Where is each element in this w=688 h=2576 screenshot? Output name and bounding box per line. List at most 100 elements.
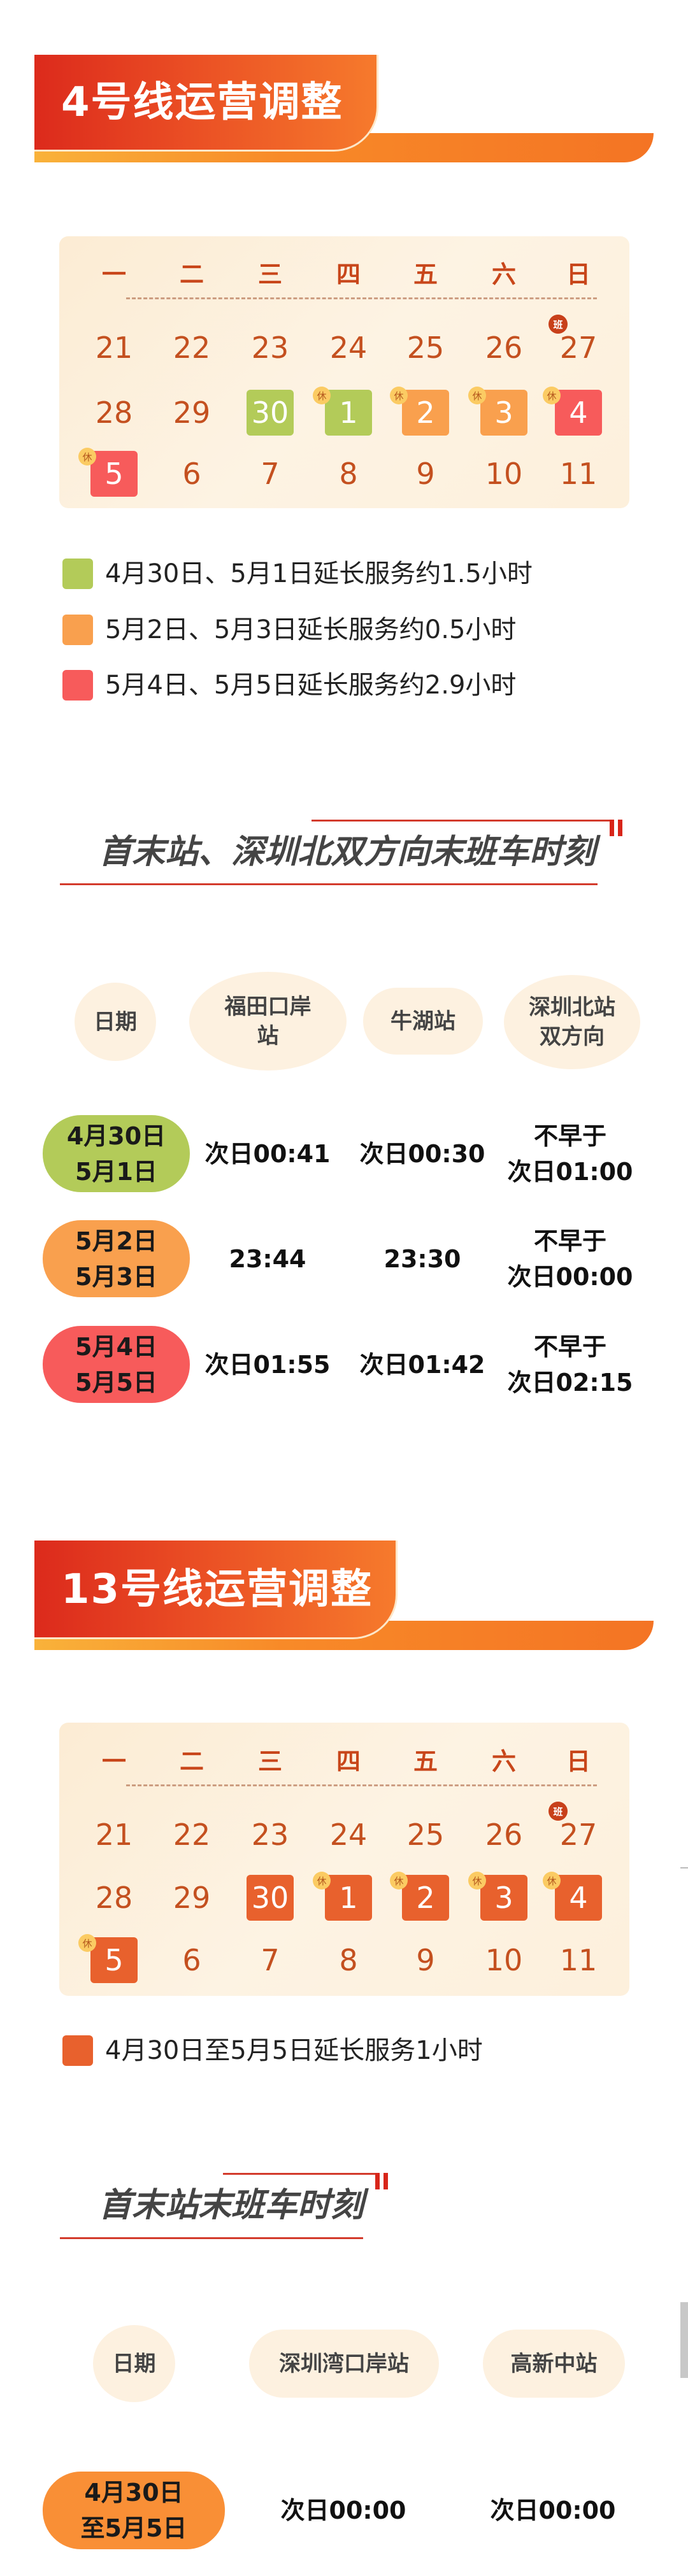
- date-pill: 5月4日 5月5日: [43, 1326, 190, 1403]
- legend-swatch: [62, 559, 93, 589]
- calendar-day: 10: [485, 1943, 523, 1977]
- table-cell: 不早于次日01:00: [494, 1118, 647, 1190]
- line4-calendar: [59, 236, 629, 508]
- column-header: 深圳北站 双方向: [504, 975, 640, 1069]
- calendar-day: 9: [416, 1943, 435, 1977]
- calendar-day: 1: [325, 390, 372, 436]
- calendar-day: 21: [95, 1818, 133, 1852]
- calendar-day: 29: [173, 1881, 211, 1915]
- line13-title: 13号线运营调整: [61, 1566, 373, 1613]
- table-cell: 23:44: [191, 1241, 344, 1277]
- rest-day-badge: 休: [313, 387, 331, 404]
- cell-line: 23:30: [383, 1244, 461, 1273]
- calendar-day: 23: [251, 331, 289, 365]
- weekday-label: 一: [101, 260, 126, 288]
- rest-day-badge: 休: [543, 1872, 561, 1889]
- calendar-day: 26: [485, 331, 523, 365]
- calendar-day: 7: [261, 457, 280, 491]
- column-header-label: 福田口岸站: [225, 992, 312, 1051]
- table-cell: 23:30: [346, 1241, 499, 1277]
- date-line: 5月2日: [75, 1227, 157, 1255]
- table-cell: 次日00:30: [346, 1136, 499, 1172]
- calendar-day: 3: [480, 1875, 527, 1921]
- calendar-day: 9: [416, 457, 435, 491]
- date-line: 5月4日: [75, 1332, 157, 1361]
- line13-banner: [34, 1541, 398, 1639]
- cell-line: 不早于: [533, 1227, 606, 1255]
- scrollbar-thumb[interactable]: [680, 2302, 688, 2378]
- calendar-day: 7: [261, 1943, 280, 1977]
- section-title-top-line: [223, 2173, 380, 2175]
- legend-swatch: [62, 2035, 93, 2066]
- date-pill: 4月30日至5月5日: [43, 2472, 225, 2549]
- date-line: 4月30日: [66, 1121, 166, 1150]
- table-cell: 次日00:41: [191, 1136, 344, 1172]
- calendar-day: 3: [480, 390, 527, 436]
- section-title-accent: [618, 820, 622, 836]
- weekday-label: 六: [491, 260, 516, 288]
- header-line: 日期: [112, 2351, 156, 2377]
- weekday-label: 四: [336, 260, 361, 288]
- weekday-label: 三: [257, 260, 282, 288]
- table-cell: 次日00:00: [267, 2493, 420, 2528]
- header-line: 深圳北站: [529, 995, 615, 1020]
- section-title-bottom-line: [60, 883, 598, 885]
- column-header: 高新中站: [483, 2330, 625, 2398]
- cell-line: 次日01:55: [204, 1350, 331, 1379]
- line4-section-title: 首末站、深圳北双方向末班车时刻: [99, 833, 596, 871]
- table-cell: 不早于 次日00:00: [494, 1223, 647, 1295]
- column-header-label: 高新中站: [511, 2349, 598, 2379]
- line4-title: 4号线运营调整: [61, 79, 343, 126]
- calendar-day: 22: [173, 1818, 211, 1852]
- rest-day-badge: 休: [543, 387, 561, 404]
- legend-text: 5月2日、5月3日延长服务约0.5小时: [105, 615, 517, 644]
- cell-line: 23:44: [229, 1244, 306, 1273]
- weekday-divider: [126, 1784, 597, 1786]
- column-header-label: 日期: [113, 2349, 156, 2379]
- header-line: 站: [257, 1023, 279, 1049]
- column-header: 深圳湾口岸站: [249, 2330, 439, 2398]
- calendar-day: 25: [406, 331, 445, 365]
- cell-line: 次日02:15: [507, 1368, 633, 1397]
- weekday-label: 日: [566, 1747, 591, 1775]
- header-line: 深圳湾口岸站: [279, 2351, 409, 2377]
- date-pill: 5月2日 5月3日: [43, 1220, 190, 1297]
- date-line: 至5月5日: [80, 2514, 187, 2542]
- section-title-accent: [375, 2173, 380, 2189]
- calendar-day: 2: [402, 390, 449, 436]
- section-title-accent: [610, 820, 614, 836]
- calendar-day: 8: [339, 457, 358, 491]
- calendar-day: 30: [247, 390, 294, 436]
- cell-line: 次日00:41: [204, 1139, 331, 1168]
- cell-line: 不早于: [533, 1121, 606, 1150]
- calendar-day: 6: [182, 1943, 201, 1977]
- calendar-day: 30: [247, 1875, 294, 1921]
- weekday-label: 三: [257, 1747, 282, 1775]
- cell-line: 次日01:00: [507, 1157, 633, 1186]
- date-pill: 4月30日 5月1日: [43, 1115, 190, 1192]
- date-line: 4月30日: [84, 2479, 183, 2507]
- column-header: 日期: [93, 2325, 175, 2402]
- table-cell: 次日01:55: [191, 1347, 344, 1383]
- line4-banner: [34, 55, 378, 152]
- weekday-label: 二: [179, 260, 204, 288]
- calendar-day: 11: [559, 1943, 598, 1977]
- weekday-label: 五: [413, 260, 438, 288]
- calendar-day: 26: [485, 1818, 523, 1852]
- column-header: 福田口岸站: [189, 972, 347, 1071]
- table-cell: 不早于 次日02:15: [494, 1329, 647, 1400]
- calendar-day: 23: [251, 1818, 289, 1852]
- weekday-label: 四: [336, 1747, 361, 1775]
- legend-text: 4月30日、5月1日延长服务约1.5小时: [105, 559, 533, 588]
- calendar-day: 27: [559, 1818, 598, 1852]
- header-line: 日期: [94, 1009, 137, 1035]
- rest-day-badge: 休: [78, 1934, 96, 1952]
- calendar-day: 11: [559, 457, 598, 491]
- header-line: 牛湖站: [391, 1008, 455, 1034]
- section-title-accent: [383, 2173, 388, 2189]
- date-line: 5月3日: [75, 1262, 157, 1291]
- calendar-day: 4: [555, 1875, 602, 1921]
- calendar-day: 6: [182, 457, 201, 491]
- scroll-marker: [680, 1867, 688, 1868]
- date-line: 5月5日: [75, 1368, 157, 1397]
